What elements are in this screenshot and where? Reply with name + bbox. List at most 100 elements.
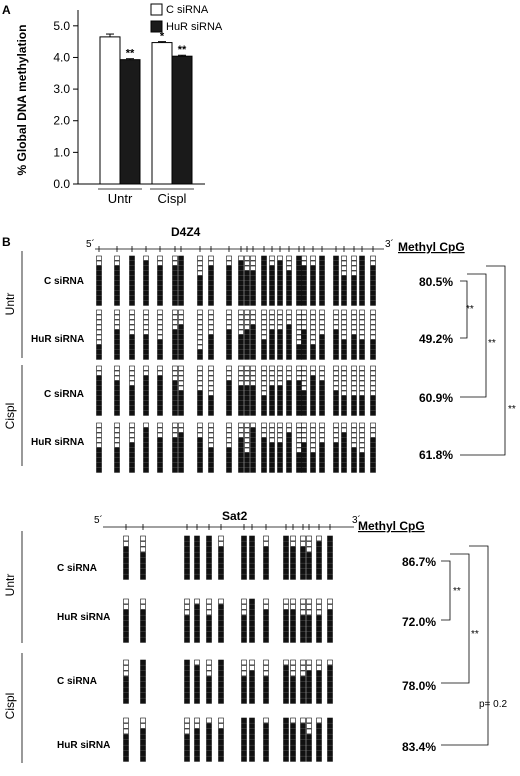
cpg-clone-box: [197, 349, 203, 355]
cpg-clone-box: [351, 339, 357, 345]
cpg-clone-box: [157, 285, 163, 291]
cpg-clone-box: [249, 723, 255, 729]
sat2-3prime: 3´: [352, 514, 361, 526]
d4z4-percent: 80.5%: [419, 275, 453, 289]
cpg-clone-box: [316, 681, 322, 688]
cpg-clone-box: [263, 631, 269, 638]
cpg-clone-box: [316, 552, 322, 558]
cpg-clone-box: [96, 400, 102, 406]
cpg-clone-box: [184, 728, 190, 735]
cpg-clone-box: [296, 275, 302, 281]
cpg-clone-box: [301, 349, 307, 355]
cpg-clone-box: [263, 698, 269, 704]
cpg-clone-box: [269, 395, 275, 401]
cpg-clone-box: [208, 457, 214, 463]
cpg-clone-box: [261, 442, 267, 448]
cpg-clone-box: [172, 375, 178, 381]
cpg-clone-box: [218, 568, 224, 575]
cpg-clone-box: [208, 270, 214, 276]
cpg-clone-box: [310, 385, 316, 391]
cpg-clone-box: [310, 300, 316, 306]
cpg-clone-box: [226, 285, 232, 291]
cpg-clone-box: [316, 698, 322, 704]
cpg-clone-box: [301, 339, 307, 345]
cpg-clone-box: [123, 676, 129, 682]
cpg-clone-box: [197, 422, 203, 428]
cpg-clone-box: [184, 717, 190, 724]
cpg-clone-box: [263, 681, 269, 688]
cpg-clone-box: [286, 309, 292, 315]
cpg-clone-box: [250, 390, 256, 396]
cpg-clone-box: [263, 637, 269, 643]
cpg-clone-box: [286, 270, 292, 276]
cpg-clone-box: [250, 385, 256, 391]
cpg-clone-box: [250, 285, 256, 291]
cpg-clone-box: [351, 290, 357, 296]
cpg-clone-box: [172, 324, 178, 330]
cpg-clone-box: [333, 395, 339, 401]
cpg-clone-box: [359, 285, 365, 291]
cpg-clone-box: [341, 354, 347, 360]
cpg-clone-box: [206, 620, 212, 627]
cpg-clone-box: [206, 676, 212, 682]
cpg-clone-box: [123, 728, 129, 735]
cpg-clone-box: [286, 354, 292, 360]
cpg-clone-box: [277, 324, 283, 330]
cpg-clone-box: [341, 349, 347, 355]
cpg-clone-box: [208, 260, 214, 266]
cpg-clone-box: [178, 437, 184, 443]
cpg-clone-box: [263, 739, 269, 746]
cpg-clone-box: [306, 568, 312, 575]
cpg-clone-box: [206, 552, 212, 558]
cpg-clone-box: [310, 275, 316, 281]
cpg-clone-box: [341, 260, 347, 266]
cpg-clone-box: [129, 432, 135, 438]
cpg-clone-box: [96, 334, 102, 340]
cpg-clone-box: [241, 739, 247, 746]
cpg-clone-box: [244, 432, 250, 438]
cpg-clone-box: [277, 370, 283, 376]
cpg-clone-box: [283, 557, 289, 564]
cpg-clone-box: [178, 365, 184, 371]
cpg-clone-box: [197, 329, 203, 335]
cpg-clone-box: [184, 552, 190, 558]
cpg-clone-box: [286, 334, 292, 340]
cpg-clone-box: [197, 300, 203, 306]
cpg-clone-box: [269, 270, 275, 276]
cpg-clone-box: [283, 681, 289, 688]
cpg-clone-box: [114, 339, 120, 345]
cpg-clone-box: [250, 410, 256, 416]
cpg-clone-box: [194, 723, 200, 729]
cpg-clone-box: [296, 265, 302, 271]
legend-label: HuR siRNA: [166, 21, 223, 33]
y-tick-label: 1.0: [53, 145, 70, 159]
cpg-clone-box: [178, 427, 184, 433]
cpg-clone-box: [300, 687, 306, 693]
cpg-clone-box: [277, 290, 283, 296]
cpg-clone-box: [123, 535, 129, 542]
cpg-clone-box: [286, 295, 292, 301]
cpg-clone-box: [178, 405, 184, 411]
cpg-clone-box: [172, 334, 178, 340]
cpg-clone-box: [194, 659, 200, 666]
cpg-clone-box: [269, 349, 275, 355]
cpg-clone-box: [277, 385, 283, 391]
cpg-clone-box: [306, 681, 312, 688]
cpg-clone-box: [327, 631, 333, 638]
cpg-clone-box: [129, 329, 135, 335]
cpg-clone-box: [197, 354, 203, 360]
cpg-clone-box: [96, 260, 102, 266]
cpg-clone-box: [206, 728, 212, 735]
cpg-clone-box: [263, 626, 269, 632]
cpg-clone-box: [277, 467, 283, 473]
cpg-clone-box: [359, 457, 365, 463]
cpg-clone-box: [351, 467, 357, 473]
cpg-clone-box: [269, 410, 275, 416]
d4z4-title: D4Z4: [171, 225, 201, 239]
cpg-clone-box: [306, 659, 312, 666]
cpg-clone-box: [249, 687, 255, 693]
cpg-clone-box: [129, 390, 135, 396]
cpg-clone-box: [286, 432, 292, 438]
cpg-clone-box: [206, 574, 212, 580]
